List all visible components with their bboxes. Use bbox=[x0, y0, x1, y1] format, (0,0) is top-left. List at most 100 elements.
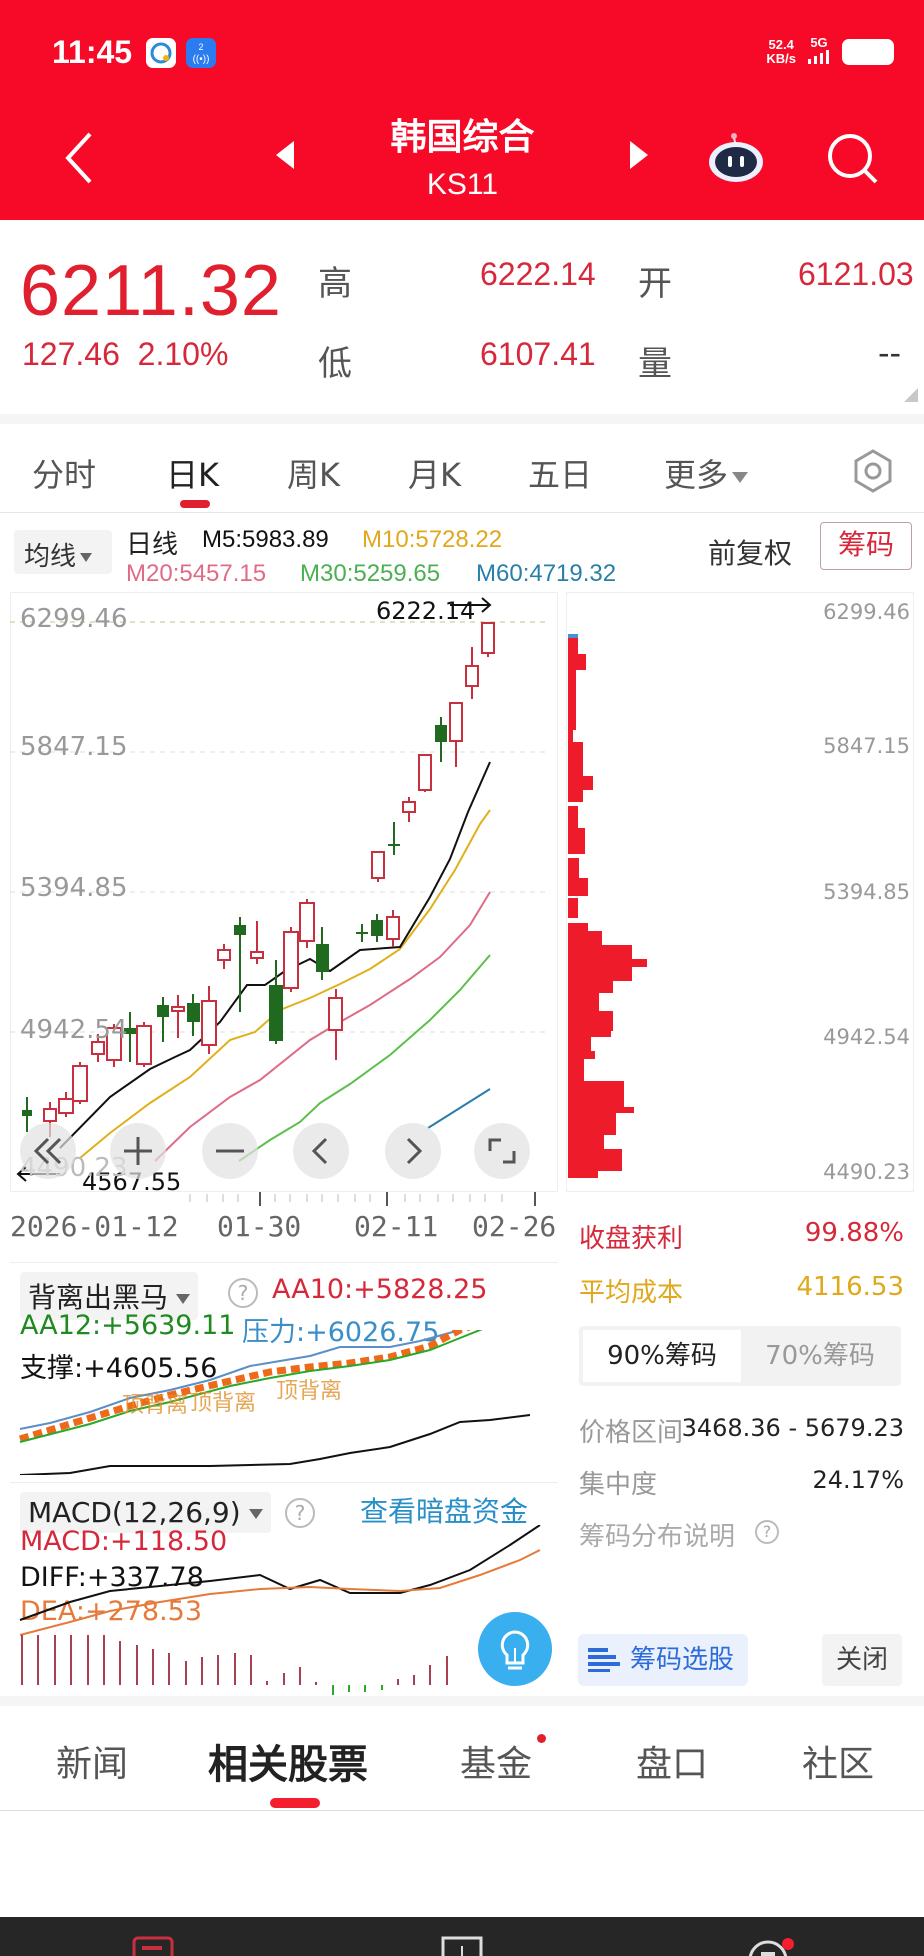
tab-monthly-k[interactable]: 月K bbox=[408, 456, 461, 494]
ma10-value: M10:5728.22 bbox=[362, 526, 503, 553]
add-watchlist-icon[interactable] bbox=[441, 1936, 483, 1956]
tab-weekly-k[interactable]: 周K bbox=[287, 456, 340, 494]
next-stock-icon[interactable] bbox=[630, 141, 648, 169]
prev-stock-icon[interactable] bbox=[276, 141, 294, 169]
chip-explain-label[interactable]: 筹码分布说明 bbox=[579, 1522, 736, 1552]
lightbulb-icon bbox=[500, 1630, 530, 1670]
chip-y-label: 6299.46 bbox=[823, 600, 910, 624]
avg-cost-value: 4116.53 bbox=[796, 1272, 904, 1302]
divergence-annotation: 顶背离 bbox=[122, 1393, 188, 1418]
divergence-annotation: 顶背离 bbox=[276, 1379, 342, 1404]
avg-cost-label: 平均成本 bbox=[579, 1278, 684, 1308]
status-time: 11:45 bbox=[52, 34, 133, 70]
ma5-value: M5:5983.89 bbox=[202, 526, 329, 553]
notification-dot bbox=[537, 1734, 546, 1743]
y-label: 6299.46 bbox=[20, 604, 128, 634]
price-range-value: 3468.36 - 5679.23 bbox=[681, 1414, 904, 1442]
zoom-in-button[interactable] bbox=[110, 1123, 166, 1179]
settings-icon[interactable] bbox=[850, 448, 896, 494]
date-label: 02-26 bbox=[472, 1210, 557, 1243]
y-label: 5847.15 bbox=[20, 732, 128, 762]
macd-selector[interactable]: MACD(12,26,9) bbox=[20, 1492, 271, 1533]
net-speed-unit: KB/s bbox=[766, 50, 796, 66]
ma60-value: M60:4719.32 bbox=[476, 560, 617, 587]
aa12-value: AA12:+5639.11 bbox=[20, 1310, 236, 1341]
trade-icon[interactable] bbox=[132, 1936, 174, 1956]
chat-app-icon bbox=[146, 38, 176, 68]
divider bbox=[0, 1810, 924, 1811]
current-price: 6211.32 bbox=[20, 251, 282, 331]
dark-pool-funds-link[interactable]: 查看暗盘资金 bbox=[360, 1495, 529, 1528]
tab-news[interactable]: 新闻 bbox=[56, 1744, 129, 1785]
open-value: 6121.03 bbox=[798, 256, 914, 292]
macd-chart bbox=[19, 1525, 541, 1695]
signal-icon: 5G bbox=[804, 36, 834, 67]
seg-70-chips[interactable]: 70%筹码 bbox=[765, 1341, 875, 1371]
fullscreen-button[interactable] bbox=[474, 1123, 530, 1179]
pan-left-button[interactable] bbox=[293, 1123, 349, 1179]
chip-distribution-bars bbox=[568, 634, 647, 1178]
help-icon[interactable]: ? bbox=[755, 1520, 779, 1544]
tab-community[interactable]: 社区 bbox=[802, 1744, 875, 1785]
tab-funds[interactable]: 基金 bbox=[460, 1744, 533, 1785]
ma20-value: M20:5457.15 bbox=[126, 560, 267, 587]
macd-name: MACD(12,26,9) bbox=[28, 1496, 241, 1529]
bottom-toolbar bbox=[0, 1917, 924, 1956]
ma30-value: M30:5259.65 bbox=[300, 560, 441, 587]
chip-y-label: 5394.85 bbox=[823, 880, 910, 904]
search-icon[interactable] bbox=[824, 130, 880, 186]
macd-panel bbox=[10, 1482, 558, 1692]
zoom-out-button[interactable] bbox=[202, 1123, 258, 1179]
chip-stock-pick-button[interactable]: 筹码选股 bbox=[578, 1634, 748, 1686]
high-value: 6222.14 bbox=[480, 256, 596, 292]
tab-related-stocks[interactable]: 相关股票 bbox=[208, 1742, 368, 1788]
date-label: 2026-01-12 bbox=[10, 1210, 179, 1243]
tab-order-book[interactable]: 盘口 bbox=[636, 1744, 709, 1785]
low-label: 低 bbox=[318, 344, 352, 384]
list-icon bbox=[588, 1648, 620, 1672]
chevron-down-icon bbox=[80, 553, 93, 562]
chip-distribution-button[interactable]: 筹码 bbox=[820, 522, 912, 570]
chevron-right-icon bbox=[406, 1137, 423, 1165]
net-speed-value: 52.4 bbox=[768, 36, 794, 52]
plus-icon bbox=[124, 1137, 152, 1165]
pan-right-button[interactable] bbox=[385, 1123, 441, 1179]
tab-more[interactable]: 更多 bbox=[664, 450, 749, 496]
help-icon[interactable]: ? bbox=[285, 1498, 315, 1528]
robot-assistant-icon[interactable] bbox=[706, 128, 766, 184]
volume-label: 量 bbox=[638, 344, 672, 384]
divergence-annotation: 顶背离 bbox=[190, 1391, 256, 1416]
tab-fenshi[interactable]: 分时 bbox=[32, 456, 97, 494]
max-price-marker: 6222.14 bbox=[376, 597, 476, 625]
concentration-value: 24.17% bbox=[812, 1466, 904, 1494]
change-value: 127.46 bbox=[22, 336, 120, 372]
comment-icon[interactable] bbox=[748, 1936, 798, 1956]
expand-quote-icon[interactable] bbox=[904, 388, 918, 402]
diff-value: DIFF:+337.78 bbox=[20, 1562, 204, 1593]
svg-text:((•)): ((•)) bbox=[193, 54, 210, 65]
divider bbox=[0, 1696, 924, 1706]
chevron-down-icon bbox=[176, 1294, 191, 1304]
tab-daily-k[interactable]: 日K bbox=[166, 456, 219, 494]
divergence-indicator-panel bbox=[10, 1262, 558, 1474]
chip-y-label: 5847.15 bbox=[823, 734, 910, 758]
app-header: 11:45 2 ((•)) 52.4 KB/s 5G 韩国综合 KS11 bbox=[0, 0, 924, 220]
fullscreen-icon bbox=[488, 1138, 516, 1164]
indicator-selector[interactable]: 背离出黑马 bbox=[20, 1272, 199, 1320]
fast-back-button[interactable] bbox=[20, 1123, 76, 1179]
chip-distribution-panel bbox=[566, 592, 914, 1192]
stock-code: KS11 bbox=[426, 168, 499, 201]
ma-selector[interactable]: 均线 bbox=[14, 530, 112, 574]
tab-more-label: 更多 bbox=[664, 456, 729, 494]
back-icon[interactable] bbox=[60, 128, 100, 188]
chevron-left-icon bbox=[311, 1137, 328, 1165]
chip-percentage-toggle: 90%筹码 70%筹码 bbox=[579, 1326, 901, 1386]
idea-bulb-button[interactable] bbox=[478, 1612, 552, 1686]
help-icon[interactable]: ? bbox=[228, 1278, 258, 1308]
chip-stock-pick-label: 筹码选股 bbox=[630, 1645, 735, 1675]
close-chip-panel-button[interactable]: 关闭 bbox=[822, 1634, 902, 1686]
concentration-label: 集中度 bbox=[579, 1470, 658, 1500]
seg-90-chips[interactable]: 90%筹码 bbox=[583, 1330, 741, 1382]
tab-five-day[interactable]: 五日 bbox=[528, 456, 593, 494]
adjust-mode-button[interactable]: 前复权 bbox=[708, 537, 793, 570]
